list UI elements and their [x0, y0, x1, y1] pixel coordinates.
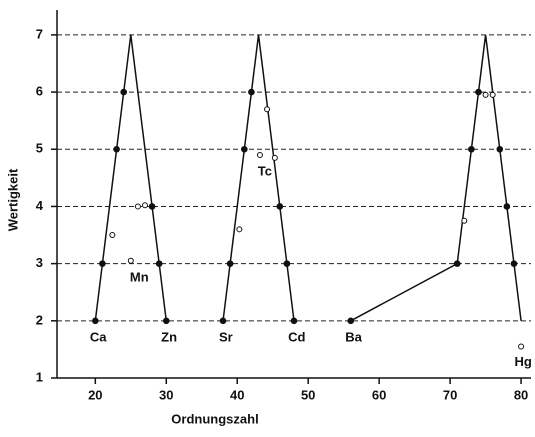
point [276, 203, 284, 210]
annotation: Cd [288, 329, 305, 344]
point [453, 260, 461, 267]
x-tick-label: 70 [443, 387, 457, 402]
open-point [271, 154, 278, 161]
open-point [482, 91, 489, 98]
open-point [141, 202, 148, 209]
open-point [461, 217, 468, 224]
annotation: Ba [345, 329, 362, 344]
y-axis-title: Wertigkeit [5, 168, 20, 231]
point [503, 203, 511, 210]
annotation: Tc [258, 164, 272, 179]
point [283, 260, 291, 267]
y-tick-label: 2 [36, 312, 43, 327]
annotation: Mn [130, 269, 149, 284]
open-point [264, 106, 271, 113]
x-tick-label: 20 [88, 387, 102, 402]
point [219, 317, 227, 325]
open-point [236, 226, 243, 233]
y-tick-label: 1 [36, 369, 43, 384]
point [496, 145, 504, 153]
point [241, 145, 248, 153]
open-point [489, 91, 496, 98]
annotation: Sr [219, 329, 233, 344]
y-tick-label: 4 [36, 198, 44, 213]
x-axis-title: Ordnungszahl [171, 411, 258, 426]
y-tick-label: 6 [36, 84, 43, 99]
point [162, 317, 170, 325]
point [99, 260, 106, 267]
point [92, 317, 99, 325]
y-tick-label: 5 [36, 141, 43, 156]
point [155, 260, 163, 267]
x-tick-label: 80 [514, 387, 528, 402]
open-point [134, 203, 141, 210]
point [475, 88, 482, 96]
point [248, 88, 255, 96]
annotation: Zn [161, 329, 177, 344]
y-tick-label: 3 [36, 255, 43, 270]
point [468, 145, 475, 153]
point [347, 317, 355, 325]
x-tick-label: 30 [159, 387, 173, 402]
annotation: Hg [515, 354, 532, 369]
point [226, 260, 234, 267]
x-tick-label: 40 [230, 387, 244, 402]
line [350, 34, 522, 322]
point [290, 317, 298, 325]
open-point [256, 151, 263, 158]
point [120, 88, 128, 96]
x-tick-label: 60 [372, 387, 386, 402]
line [222, 34, 295, 321]
point [148, 203, 156, 210]
line [94, 34, 168, 321]
y-tick-label: 7 [36, 26, 43, 41]
annotation: Ca [90, 329, 107, 344]
point [510, 260, 518, 267]
open-point [109, 232, 116, 239]
open-point [127, 257, 134, 264]
point [113, 145, 120, 153]
open-point [518, 343, 525, 350]
x-tick-label: 50 [301, 387, 315, 402]
